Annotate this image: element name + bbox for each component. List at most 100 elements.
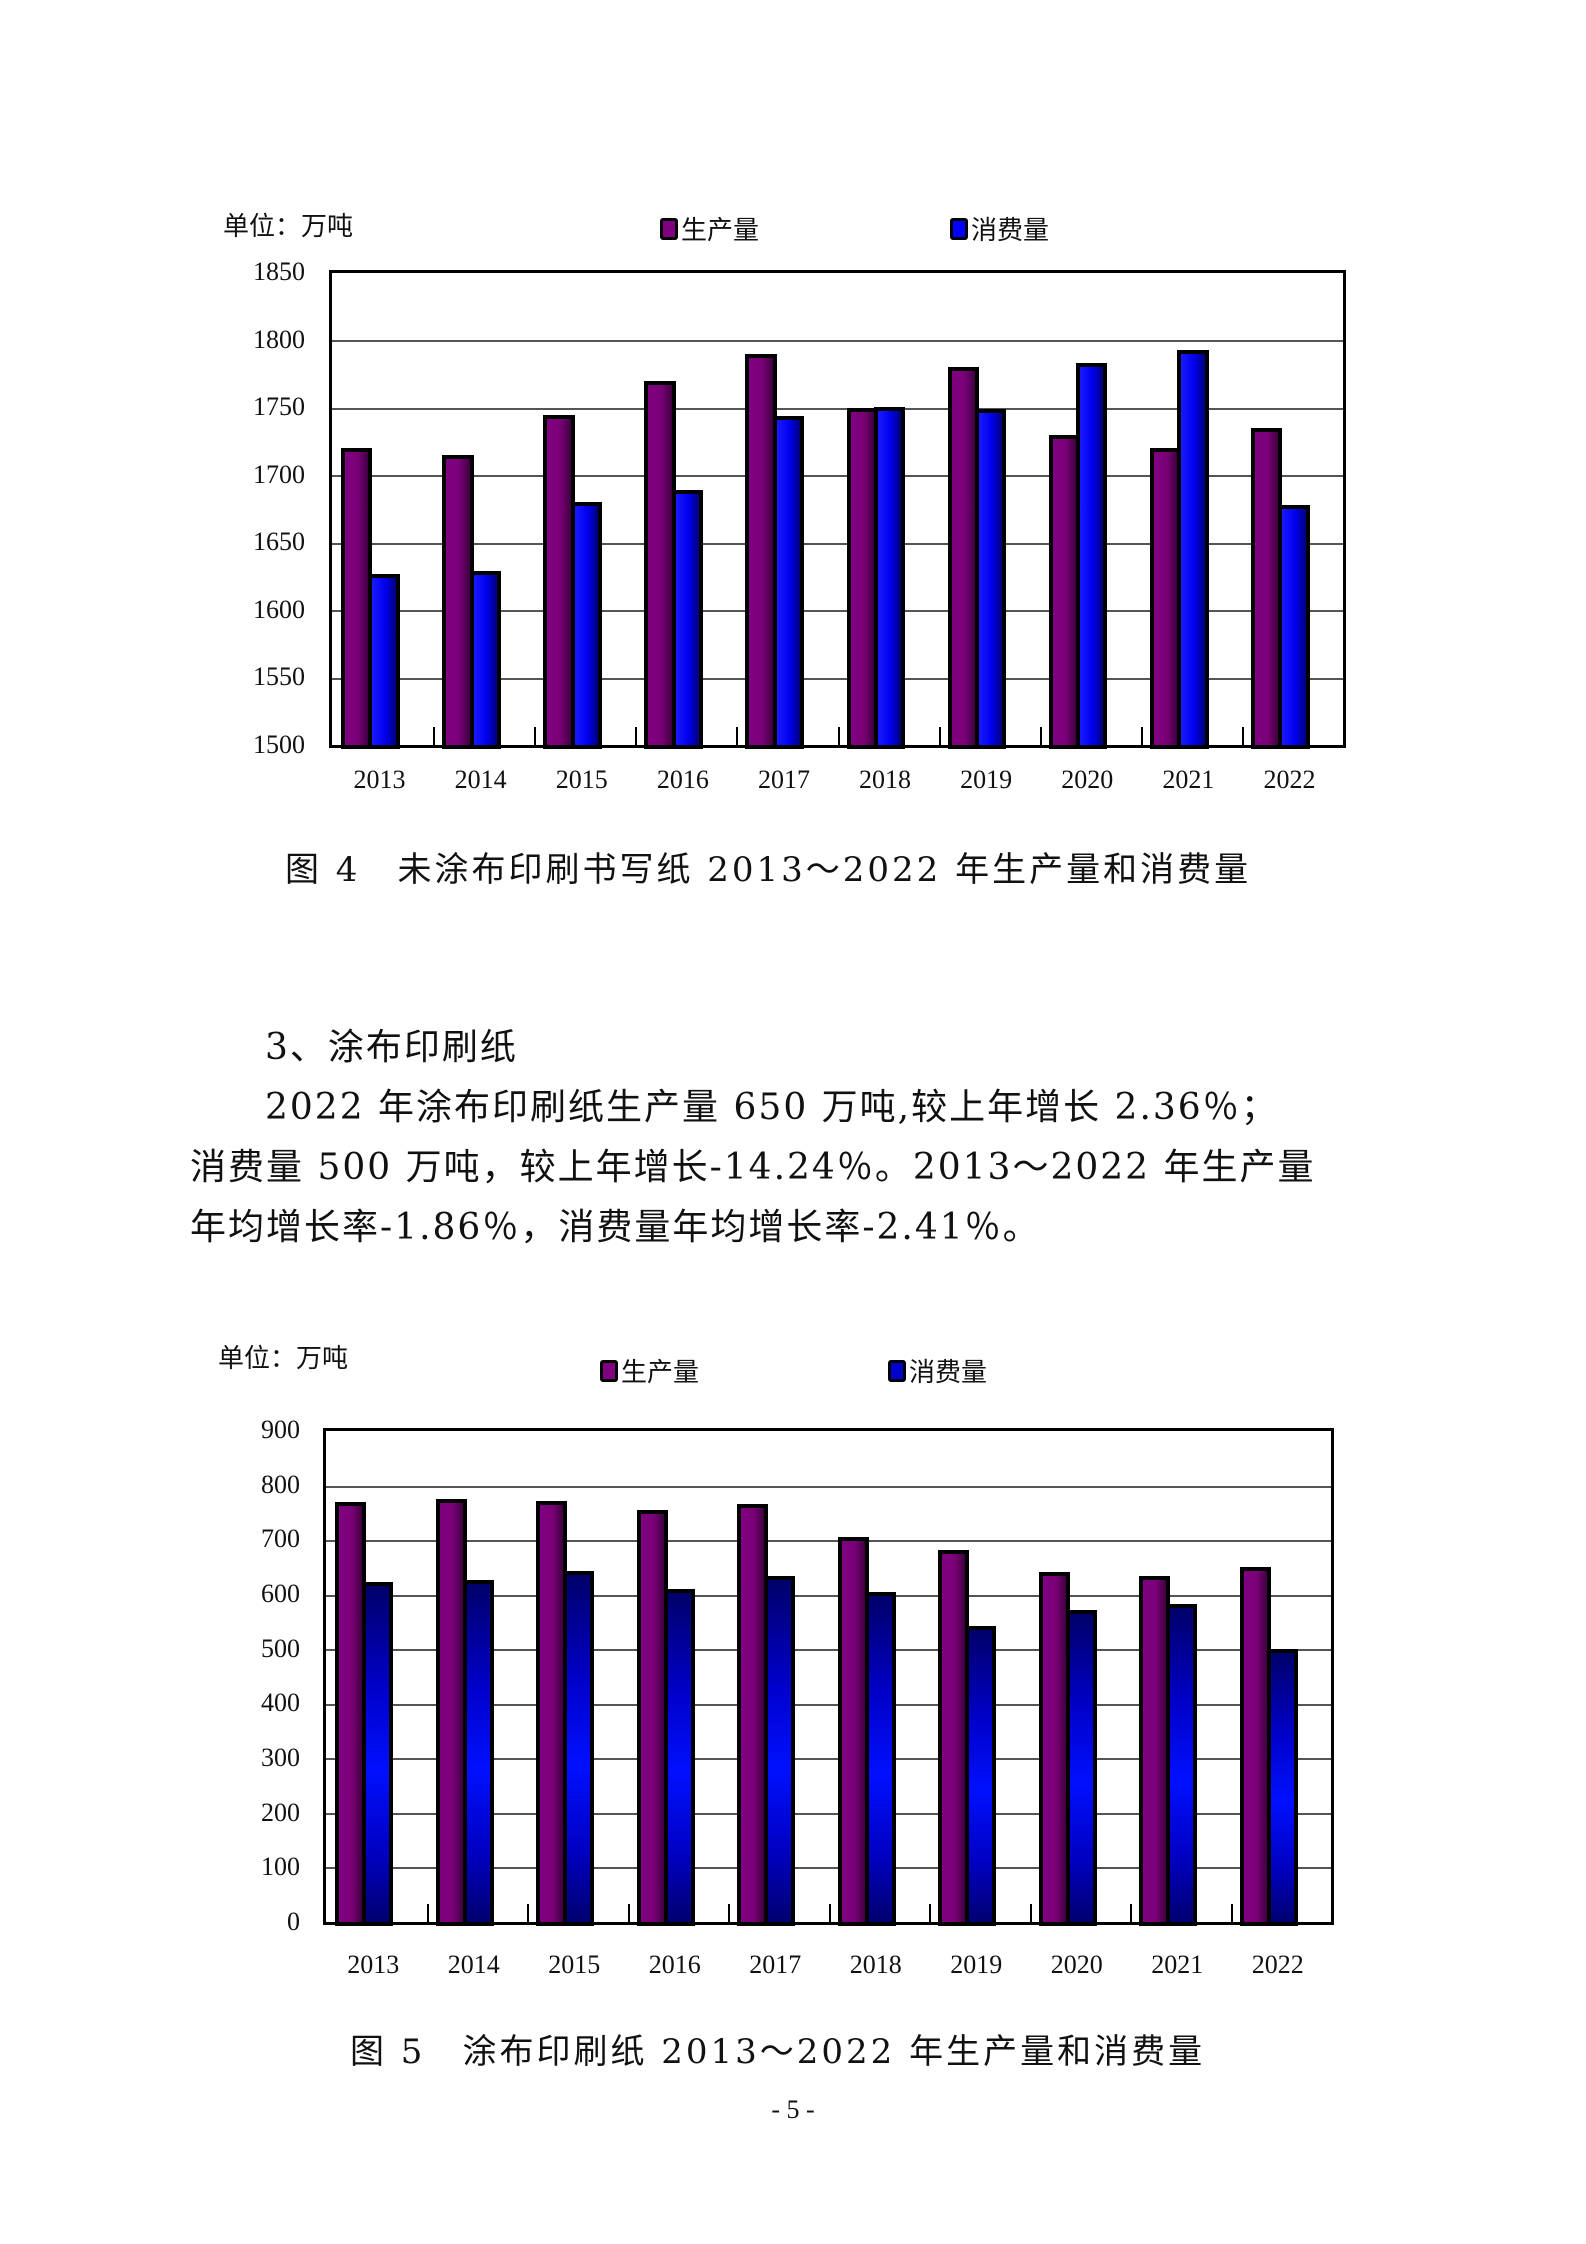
chart1-legend-production: 生产量 — [660, 210, 759, 247]
y-tick-label: 1700 — [253, 459, 305, 489]
gridline — [332, 407, 1343, 410]
figure4-caption: 图 4 未涂布印刷书写纸 2013～2022 年生产量和消费量 — [285, 850, 1252, 890]
production-bar-2021 — [1139, 1575, 1171, 1926]
paragraph-line-3: 年均增长率-1.86％，消费量年均增长率-2.41％。 — [190, 1207, 1041, 1248]
y-tick-label: 0 — [287, 1907, 300, 1936]
gridline — [326, 1867, 1331, 1870]
consumption-bar-2014 — [469, 571, 501, 749]
y-tick-label: 500 — [261, 1633, 300, 1663]
x-tick-mark — [1130, 1904, 1132, 1922]
consumption-bar-2018 — [873, 406, 906, 749]
production-swatch-icon — [660, 217, 678, 240]
x-tick-mark — [1241, 727, 1244, 745]
x-tick-label: 2020 — [1061, 765, 1114, 794]
chart2-plot-area — [323, 1428, 1334, 1926]
section-heading: 3、涂布印刷纸 — [265, 1027, 518, 1068]
legend-label: 生产量 — [621, 1358, 700, 1388]
y-tick-label: 400 — [261, 1688, 300, 1718]
gridline — [326, 1703, 1331, 1706]
y-tick-label: 900 — [261, 1415, 300, 1444]
y-tick-label: 700 — [261, 1524, 300, 1554]
consumption-bar-2022 — [1266, 1649, 1298, 1926]
chart1-unit-label: 单位：万吨 — [223, 212, 354, 242]
x-tick-label: 2022 — [1251, 1950, 1304, 1979]
gridline — [332, 475, 1343, 478]
y-tick-label: 1500 — [253, 730, 305, 759]
x-tick-label: 2014 — [454, 765, 507, 794]
gridline — [332, 610, 1343, 613]
y-tick-label: 600 — [261, 1579, 300, 1608]
chart1-y-axis: 1850 1800 1750 1700 1650 1600 1550 1500 — [215, 257, 305, 759]
consumption-bar-2013 — [362, 1581, 394, 1926]
chart1-legend-consumption: 消费量 — [950, 210, 1049, 247]
x-tick-label: 2014 — [447, 1950, 500, 1979]
x-tick-label: 2013 — [353, 765, 406, 794]
legend-label: 消费量 — [971, 216, 1050, 246]
x-tick-label: 2020 — [1050, 1950, 1103, 1979]
y-tick-label: 1600 — [253, 594, 305, 624]
x-tick-mark — [426, 1904, 429, 1922]
x-tick-mark — [527, 1904, 529, 1922]
gridline — [326, 1485, 1331, 1488]
x-tick-label: 2013 — [347, 1950, 400, 1979]
consumption-swatch-icon — [888, 1359, 906, 1382]
x-tick-label: 2016 — [656, 765, 709, 794]
gridline — [332, 542, 1343, 545]
chart2-x-axis: 2013 2014 2015 2016 2017 2018 2019 2020 2021 2022 — [323, 1950, 1334, 1986]
x-tick-label: 2015 — [555, 765, 608, 794]
x-tick-label: 2019 — [960, 765, 1013, 794]
page-number: - 5 - — [771, 2095, 815, 2124]
gridline — [326, 1594, 1331, 1597]
chart2-unit-label: 单位：万吨 — [218, 1344, 349, 1374]
consumption-bar-2016 — [663, 1589, 695, 1926]
x-tick-mark — [1029, 1904, 1032, 1922]
paragraph-line-2: 消费量 500 万吨，较上年增长-14.24％。2013～2022 年生产量 — [190, 1147, 1316, 1188]
x-tick-label: 2018 — [849, 1950, 902, 1979]
x-tick-mark — [627, 1904, 630, 1922]
y-tick-label: 200 — [261, 1797, 300, 1827]
x-tick-label: 2018 — [859, 765, 912, 794]
consumption-bar-2019 — [975, 409, 1007, 749]
x-tick-mark — [433, 727, 436, 745]
consumption-bar-2016 — [671, 490, 704, 749]
gridline — [332, 677, 1343, 680]
x-tick-label: 2017 — [757, 765, 810, 794]
x-tick-label: 2015 — [548, 1950, 601, 1979]
x-tick-label: 2016 — [648, 1950, 701, 1979]
production-bar-2017 — [737, 1504, 769, 1926]
chart1-x-axis: 2013 2014 2015 2016 2017 2018 2019 2020 2021 2022 — [329, 765, 1346, 801]
gridline — [332, 340, 1343, 343]
chart2-legend-production: 生产量 — [600, 1352, 699, 1389]
figure5-caption: 图 5 涂布印刷纸 2013～2022 年生产量和消费量 — [350, 2032, 1206, 2072]
y-tick-label: 1850 — [253, 257, 305, 286]
consumption-bar-2020 — [1065, 1609, 1097, 1926]
chart2-legend-consumption: 消费量 — [888, 1352, 987, 1389]
x-tick-label: 2019 — [950, 1950, 1003, 1979]
consumption-bar-2022 — [1278, 504, 1310, 749]
gridline — [326, 1649, 1331, 1652]
y-tick-label: 1800 — [253, 324, 305, 354]
paragraph-line-1: 2022 年涂布印刷纸生产量 650 万吨,较上年增长 2.36％； — [265, 1087, 1279, 1128]
chart2-y-axis: 900 800 700 600 500 400 300 200 100 0 — [210, 1415, 300, 1936]
consumption-bar-2020 — [1076, 363, 1108, 749]
gridline — [326, 1758, 1331, 1761]
x-tick-mark — [635, 727, 638, 745]
x-tick-mark — [938, 727, 941, 745]
consumption-bar-2014 — [462, 1579, 494, 1926]
y-tick-label: 800 — [261, 1469, 300, 1499]
x-tick-mark — [534, 727, 537, 745]
production-swatch-icon — [600, 1359, 618, 1382]
consumption-bar-2021 — [1166, 1603, 1198, 1926]
production-bar-2017 — [745, 353, 777, 749]
x-tick-label: 2021 — [1151, 1950, 1204, 1979]
gridline — [326, 1812, 1331, 1815]
x-tick-mark — [728, 1904, 730, 1922]
x-tick-label: 2022 — [1263, 765, 1316, 794]
consumption-bar-2015 — [563, 1571, 595, 1926]
x-tick-label: 2017 — [749, 1950, 802, 1979]
x-tick-mark — [1039, 727, 1042, 745]
consumption-swatch-icon — [950, 217, 968, 240]
x-tick-mark — [828, 1904, 831, 1922]
y-tick-label: 1750 — [253, 392, 305, 422]
gridline — [326, 1540, 1331, 1543]
